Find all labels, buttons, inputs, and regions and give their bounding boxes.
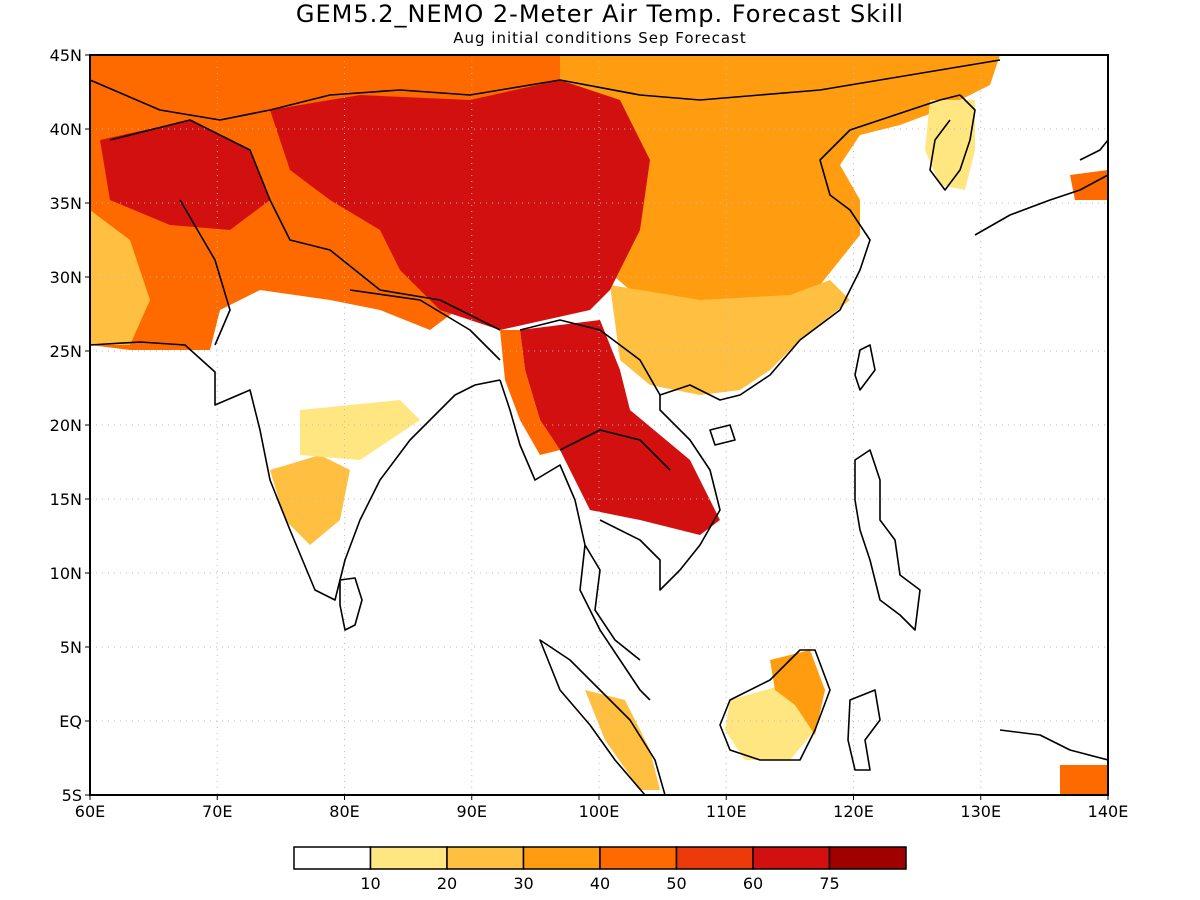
lat-tick-label: 35N	[50, 194, 82, 213]
region-borneo-north	[770, 650, 825, 735]
colorbar-swatch	[446, 846, 525, 870]
lat-tick-label: 25N	[50, 342, 82, 361]
lat-tick-label: 30N	[50, 268, 82, 287]
colorbar-swatch	[293, 846, 372, 870]
lon-tick-label: 130E	[960, 802, 1001, 821]
region-indochina-edge	[500, 330, 560, 455]
colorbar-swatch	[599, 846, 678, 870]
colorbar-label: 30	[513, 874, 533, 893]
colorbar-label: 60	[743, 874, 763, 893]
colorbar-swatch	[828, 846, 907, 870]
lon-tick-label: 80E	[329, 802, 359, 821]
lon-tick-label: 90E	[457, 802, 487, 821]
colorbar-swatch	[369, 846, 448, 870]
region-india-west	[270, 455, 350, 545]
colorbar-swatch	[675, 846, 754, 870]
colorbar: 10 20 30 40 50 60 75	[293, 846, 907, 893]
lat-tick-label: 5N	[60, 638, 82, 657]
region-indochina	[520, 320, 720, 535]
lat-tick-label: 45N	[50, 46, 82, 65]
region-tibet	[270, 80, 650, 330]
colorbar-label: 40	[590, 874, 610, 893]
region-india-east	[300, 400, 420, 460]
skill-shading	[90, 55, 1108, 795]
colorbar-swatch	[522, 846, 601, 870]
region-afghanistan	[100, 120, 270, 230]
colorbar-label: 10	[360, 874, 380, 893]
colorbar-label: 20	[437, 874, 457, 893]
lat-tick-label: 15N	[50, 490, 82, 509]
lon-tick-label: 60E	[75, 802, 105, 821]
coastlines	[90, 59, 1108, 795]
lon-tick-label: 120E	[833, 802, 874, 821]
region-new-guinea	[1060, 765, 1108, 795]
lat-tick-label: 40N	[50, 120, 82, 139]
lat-tick-label: 20N	[50, 416, 82, 435]
lon-tick-label: 140E	[1088, 802, 1129, 821]
map-title: GEM5.2_NEMO 2-Meter Air Temp. Forecast S…	[295, 0, 905, 28]
colorbar-swatch	[752, 846, 831, 870]
map-subtitle: Aug initial conditions Sep Forecast	[453, 29, 747, 47]
colorbar-label: 50	[666, 874, 686, 893]
lon-tick-label: 70E	[202, 802, 232, 821]
lon-tick-label: 100E	[579, 802, 620, 821]
region-korea	[925, 100, 975, 190]
colorbar-label: 75	[819, 874, 839, 893]
region-south-china	[610, 280, 850, 395]
region-sumatra	[585, 690, 660, 790]
lat-tick-label: 5S	[62, 786, 82, 805]
lat-tick-label: EQ	[59, 712, 82, 731]
lon-tick-label: 110E	[706, 802, 747, 821]
lat-tick-label: 10N	[50, 564, 82, 583]
